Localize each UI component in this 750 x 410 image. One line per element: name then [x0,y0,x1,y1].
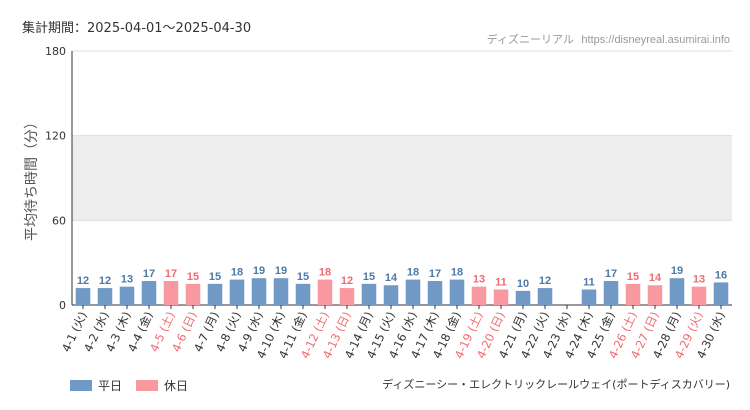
data-label: 15 [363,271,375,283]
legend-item-weekday: 平日 [70,377,122,394]
data-label: 11 [495,276,507,288]
bar [647,285,663,305]
site-url[interactable]: https://disneyreal.asumirai.info [581,34,730,46]
bar [317,279,333,305]
bar [229,279,245,305]
data-label: 18 [407,267,419,279]
bar [713,282,729,305]
data-label: 13 [693,274,705,286]
data-label: 15 [627,271,639,283]
y-tick-label: 60 [52,214,66,227]
data-label: 18 [231,267,243,279]
site-name: ディズニーリアル [486,33,574,46]
y-band [72,135,732,221]
y-tick-label: 180 [45,45,66,58]
data-label: 15 [297,271,309,283]
bar [515,290,531,305]
y-axis-title: 平均待ち時間（分） [24,115,40,241]
data-label: 17 [143,268,155,280]
bar [405,279,421,305]
data-label: 18 [451,267,463,279]
bar [537,288,553,305]
bar [427,281,443,305]
legend-label-weekday: 平日 [98,379,123,393]
bar [669,278,685,305]
site-credit: ディズニーリアル https://disneyreal.asumirai.inf… [487,31,730,47]
bar [295,283,311,305]
legend-label-holiday: 休日 [164,379,189,393]
data-label: 14 [385,272,398,284]
y-tick-label: 120 [45,130,66,143]
data-label: 14 [649,272,662,284]
bar [361,283,377,305]
data-label: 17 [429,268,441,280]
data-label: 12 [99,275,111,287]
data-label: 17 [165,268,177,280]
bar [185,283,201,305]
bar [581,289,597,305]
data-label: 18 [319,267,331,279]
legend-item-holiday: 休日 [136,377,188,394]
bar [207,283,223,305]
data-label: 13 [121,274,133,286]
data-label: 10 [517,278,529,290]
data-label: 15 [209,271,221,283]
bar [339,288,355,305]
data-label: 11 [583,276,595,288]
data-label: 12 [539,275,551,287]
bar [273,278,289,305]
bar [97,288,113,305]
data-label: 13 [473,274,485,286]
bar [471,286,487,305]
data-label: 15 [187,271,199,283]
bar [163,281,179,305]
legend-swatch-weekday [70,380,92,391]
bar [493,289,509,305]
legend-swatch-holiday [136,380,159,391]
data-label: 17 [605,268,617,280]
bar [603,281,619,305]
y-tick-label: 0 [59,299,66,312]
data-label: 19 [671,265,683,277]
data-label: 12 [77,275,89,287]
data-label: 12 [341,275,353,287]
bar [141,281,157,305]
bar [75,288,91,305]
bar [383,285,399,305]
data-label: 16 [715,269,727,281]
bar [691,286,707,305]
data-label: 19 [275,265,287,277]
bar [251,278,267,305]
data-label: 19 [253,265,265,277]
attraction-name: ディズニーシー・エレクトリックレールウェイ(ポートディスカバリー) [382,378,730,391]
bar [625,283,641,305]
chart-legend: 平日 休日 [70,377,202,394]
bar [449,279,465,305]
period-label: 集計期間：2025-04-01～2025-04-30 [22,21,252,36]
bar [119,286,135,305]
